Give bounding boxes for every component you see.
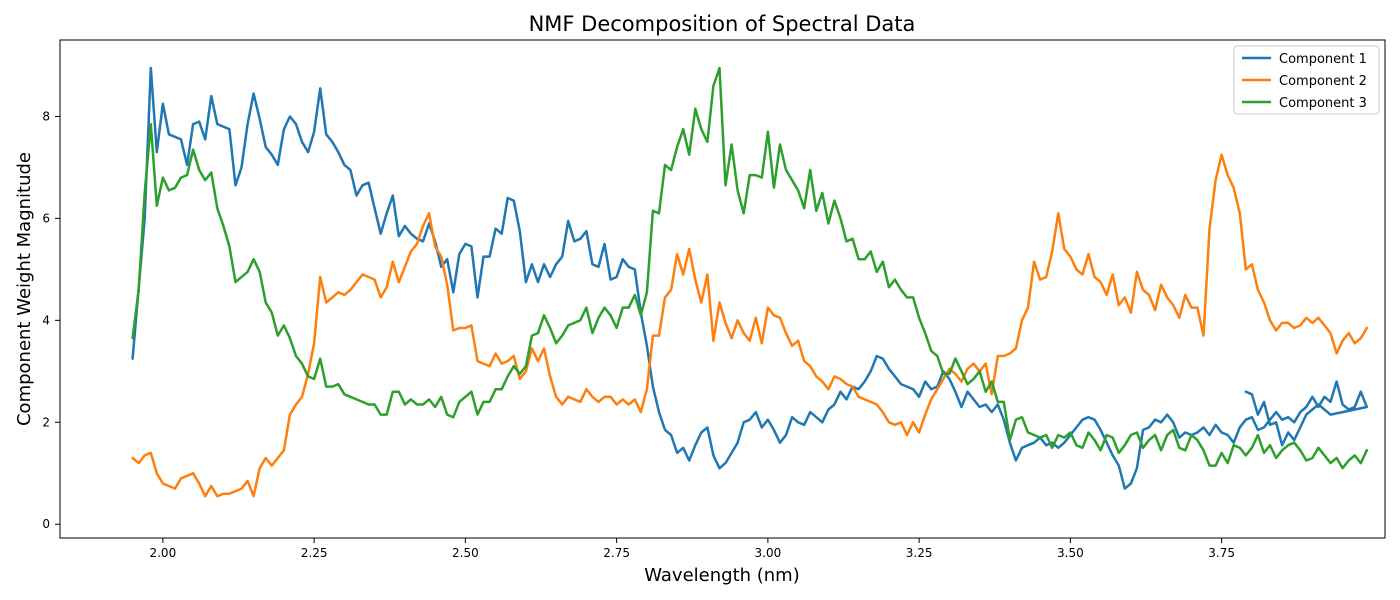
x-tick-label: 2.50 <box>452 546 479 560</box>
y-tick-label: 2 <box>42 415 50 429</box>
legend-label-component-3: Component 3 <box>1279 96 1367 111</box>
x-tick-label: 2.00 <box>149 546 176 560</box>
y-axis-label: Component Weight Magnitude <box>14 152 35 426</box>
y-tick-label: 4 <box>42 313 50 327</box>
series-line-component-1 <box>131 66 1369 490</box>
plot-frame <box>59 39 1386 539</box>
x-tick-label: 2.25 <box>301 546 328 560</box>
y-tick-label: 8 <box>42 109 50 123</box>
plot-area: 2.00 2.25 2.50 2.75 3.00 3.25 3.50 3.75 0 2 4 6 8 <box>42 39 1386 560</box>
y-tick-label: 0 <box>42 517 50 531</box>
chart-title: NMF Decomposition of Spectral Data <box>529 12 916 36</box>
x-axis-ticks: 2.00 2.25 2.50 2.75 3.00 3.25 3.50 3.75 <box>149 538 1235 560</box>
x-tick-label: 3.75 <box>1208 546 1235 560</box>
x-tick-label: 3.00 <box>755 546 782 560</box>
series-lines <box>131 66 1369 498</box>
x-axis-label: Wavelength (nm) <box>644 565 800 586</box>
x-tick-label: 2.75 <box>603 546 630 560</box>
series-line-component-2 <box>131 153 1369 498</box>
legend: Component 1 Component 2 Component 3 <box>1233 45 1380 115</box>
legend-box <box>1233 45 1380 115</box>
series-line-component-3 <box>131 66 1369 470</box>
x-tick-label: 3.50 <box>1057 546 1084 560</box>
legend-label-component-2: Component 2 <box>1279 74 1367 89</box>
legend-label-component-1: Component 1 <box>1279 52 1367 67</box>
y-axis-ticks: 0 2 4 6 8 <box>42 109 60 531</box>
x-tick-label: 3.25 <box>906 546 933 560</box>
y-tick-label: 6 <box>42 211 50 225</box>
